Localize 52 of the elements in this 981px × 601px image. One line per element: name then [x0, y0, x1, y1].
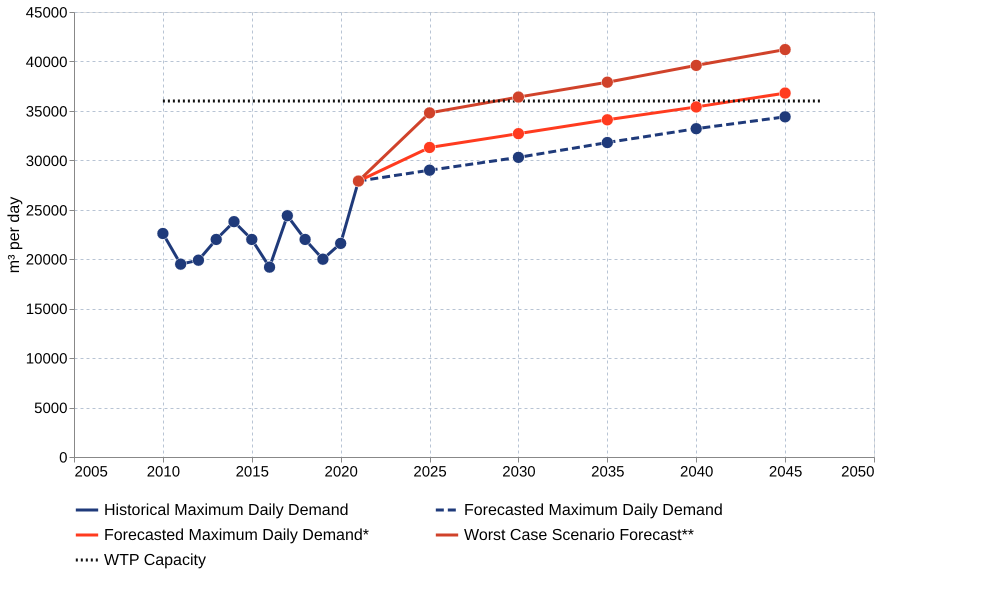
- y-tick-label: 10000: [26, 350, 68, 368]
- x-tick-label: 2020: [324, 464, 358, 480]
- point: [192, 254, 205, 266]
- point: [778, 110, 792, 123]
- x-tick-label: 2035: [591, 464, 625, 480]
- legend-label: Forecasted Maximum Daily Demand*: [104, 527, 369, 544]
- point: [601, 114, 614, 126]
- point: [601, 76, 614, 88]
- x-tick-label: 2045: [768, 464, 802, 480]
- point: [601, 136, 614, 149]
- legend-label: WTP Capacity: [104, 552, 206, 569]
- point: [423, 106, 436, 120]
- point: [512, 127, 525, 140]
- point: [690, 100, 702, 114]
- point: [156, 227, 170, 240]
- y-tick-label: 0: [59, 450, 68, 466]
- point: [281, 210, 294, 222]
- y-tick-label: 25000: [26, 202, 68, 220]
- y-tick-label: 35000: [26, 103, 68, 120]
- point: [512, 90, 525, 104]
- y-tick-label: 15000: [26, 301, 68, 318]
- point: [210, 233, 222, 246]
- point: [174, 258, 187, 270]
- y-tick-label: 20000: [26, 252, 68, 269]
- point: [246, 233, 258, 246]
- y-tick-label: 5000: [34, 400, 68, 418]
- point: [778, 43, 792, 56]
- point: [316, 253, 330, 266]
- point: [690, 59, 702, 72]
- point: [298, 233, 312, 246]
- x-tick-label: 2010: [146, 464, 180, 480]
- x-tick-label: 2005: [74, 464, 108, 480]
- x-tick-label: 2025: [413, 464, 447, 480]
- x-tick-label: 2050: [841, 464, 874, 480]
- point: [228, 215, 240, 228]
- y-tick-label: 30000: [26, 152, 68, 170]
- x-tick-label: 2040: [680, 464, 714, 480]
- y-axis-title: m³ per day: [6, 196, 23, 274]
- legend-label: Worst Case Scenario Forecast**: [464, 527, 694, 544]
- y-tick-label: 40000: [26, 54, 68, 71]
- point: [423, 164, 436, 176]
- x-tick-label: 2015: [236, 464, 269, 480]
- legend-label: Forecasted Maximum Daily Demand: [464, 502, 723, 519]
- point: [778, 86, 792, 100]
- point: [263, 260, 276, 274]
- point: [690, 122, 702, 135]
- y-tick-label: 45000: [26, 4, 68, 22]
- x-tick-label: 2030: [502, 464, 536, 480]
- legend-label: Historical Maximum Daily Demand: [104, 502, 348, 519]
- point: [512, 151, 525, 164]
- point: [334, 237, 347, 250]
- point: [423, 141, 436, 154]
